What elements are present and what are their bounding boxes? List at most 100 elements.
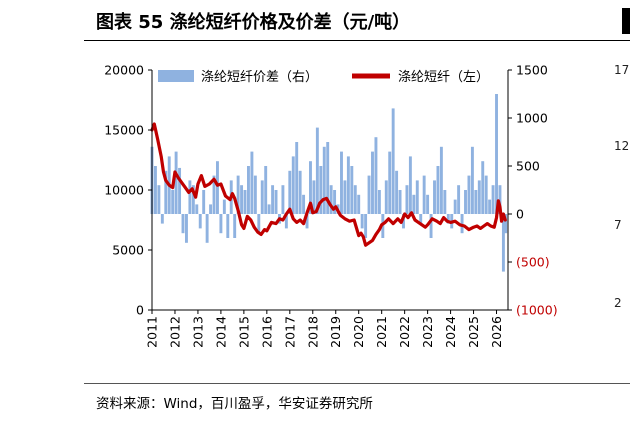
spread-bar	[395, 170, 399, 214]
spread-bar	[240, 185, 244, 214]
spread-bar	[271, 185, 275, 214]
spread-bar	[329, 185, 333, 214]
spread-bar	[216, 161, 219, 214]
spread-bar	[498, 185, 502, 214]
x-axis-tick-label: 2021	[374, 316, 389, 348]
spread-bar	[353, 185, 357, 214]
spread-bar	[233, 214, 237, 238]
x-axis-tick-label: 2011	[145, 316, 160, 348]
spread-bar	[439, 146, 443, 214]
spread-bar	[433, 180, 436, 214]
spread-bar	[377, 190, 381, 214]
spread-bar	[426, 194, 430, 214]
spread-bar	[257, 214, 261, 234]
right-axis-tick-label: 0	[516, 207, 524, 222]
x-axis-tick-label: 2014	[213, 316, 228, 348]
spread-bar	[357, 194, 361, 214]
x-axis-tick-label: 2015	[236, 316, 251, 348]
spread-bar	[388, 151, 392, 214]
spread-bar	[364, 214, 368, 238]
spread-bar	[322, 146, 326, 214]
spread-bar	[284, 214, 288, 229]
axes: 0 5000 10000 15000 20000 (1000) (500) 0 500 1000 1…	[104, 63, 557, 348]
neighbor-chart-axis: 17 12 7 2	[614, 63, 629, 310]
spread-bar	[412, 194, 416, 214]
x-axis-tick-label: 2026	[489, 316, 504, 348]
spread-bar	[484, 175, 488, 214]
spread-bar	[288, 170, 292, 214]
x-axis-tick-label: 2025	[466, 316, 481, 348]
spread-bar	[243, 190, 247, 214]
spread-bar	[422, 175, 426, 214]
left-axis-tick-label: 20000	[104, 63, 144, 78]
spread-bar	[460, 214, 464, 234]
spread-bar	[247, 166, 250, 214]
spread-bar	[157, 185, 161, 214]
neighbor-tick-label: 2	[614, 296, 622, 310]
spread-bar	[267, 204, 271, 214]
spread-bar	[443, 190, 447, 214]
spread-bar	[340, 151, 343, 214]
spread-bar	[446, 214, 450, 224]
spread-bar	[174, 151, 178, 214]
spread-bar	[367, 175, 371, 214]
spread-bar	[374, 137, 378, 214]
spread-bar	[371, 151, 374, 214]
spread-bar	[457, 185, 461, 214]
right-axis-tick-label: (500)	[516, 255, 550, 270]
spread-bar	[350, 166, 354, 214]
right-axis-tick-label: 1000	[516, 111, 548, 126]
spread-bar	[222, 199, 226, 214]
spread-bar	[491, 185, 495, 214]
spread-bar	[160, 214, 164, 224]
spread-bar	[408, 156, 412, 214]
spread-bar	[436, 166, 440, 214]
price-line	[150, 122, 507, 247]
left-axis-tick-label: 15000	[104, 123, 144, 138]
x-axis-tick-label: 2019	[328, 316, 343, 348]
spread-bar	[274, 190, 278, 214]
left-axis-tick-label: 10000	[104, 183, 144, 198]
spread-bar	[343, 180, 347, 214]
spread-bar	[488, 199, 492, 214]
spread-bar	[315, 127, 319, 214]
spread-bar	[415, 180, 419, 214]
spread-bar	[226, 214, 230, 238]
spread-bar	[474, 190, 478, 214]
spread-bar	[195, 204, 199, 214]
spread-bar	[419, 214, 423, 224]
x-axis-tick-label: 2018	[305, 316, 320, 348]
right-axis-tick-label: 1500	[516, 63, 548, 78]
x-axis-tick-label: 2016	[259, 316, 274, 348]
spread-bar	[495, 94, 498, 214]
x-axis-tick-label: 2013	[190, 316, 205, 348]
spread-bar	[188, 180, 192, 214]
x-axis-tick-label: 2012	[167, 316, 182, 348]
spread-bar	[477, 180, 481, 214]
legend-label-price: 涤纶短纤（左）	[398, 70, 489, 85]
spread-bar	[205, 214, 209, 243]
spread-bar	[219, 214, 223, 234]
spread-bar	[171, 190, 175, 214]
spread-bar	[391, 108, 395, 214]
spread-bar	[429, 214, 433, 238]
spread-bar	[312, 180, 316, 214]
spread-bar	[264, 166, 268, 214]
spread-bar	[198, 214, 202, 229]
spread-bar	[501, 214, 505, 272]
spread-bar	[405, 185, 409, 214]
legend: 涤纶短纤价差（右） 涤纶短纤（左）	[158, 70, 489, 85]
spread-bar	[360, 214, 364, 229]
right-axis-tick-label: (1000)	[516, 303, 558, 318]
spread-bar	[178, 167, 182, 214]
spread-bar	[319, 166, 323, 214]
x-axis-tick-label: 2023	[420, 316, 435, 348]
spread-bar	[481, 161, 485, 214]
source-note: 资料来源：Wind，百川盈孚，华安证券研究所	[96, 396, 373, 412]
spread-bar	[470, 146, 474, 214]
x-axis-tick-label: 2024	[443, 316, 458, 348]
spread-bar	[209, 204, 213, 214]
spread-bar	[164, 170, 168, 214]
legend-swatch-spread	[158, 70, 194, 82]
title-divider	[84, 40, 630, 41]
